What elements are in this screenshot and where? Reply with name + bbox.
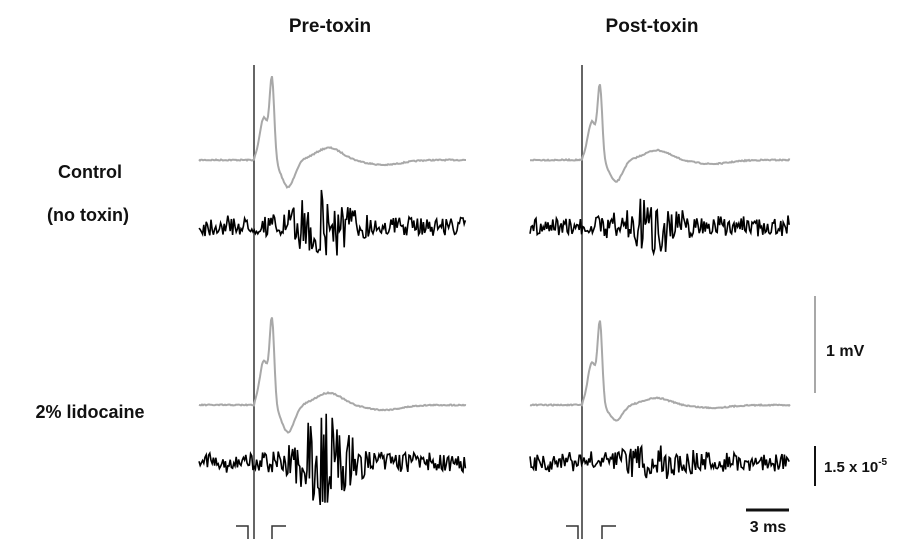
cap-trace-control-pre	[198, 75, 466, 189]
amplitude-scale-label: 1 mV	[826, 343, 865, 360]
cap-trace-control-post	[530, 83, 791, 183]
cap-trace-lidocaine-post	[529, 320, 791, 422]
row-label-control-line2: (no toxin)	[47, 205, 129, 225]
column-header-pre-toxin: Pre-toxin	[289, 16, 371, 37]
noise-trace-lidocaine-pre	[198, 413, 467, 506]
stimulus-pulse-post	[566, 525, 616, 539]
noise-trace-control-post	[529, 198, 790, 257]
row-label-control-line1: Control	[58, 162, 122, 182]
noise-scale-value: 1.5 x 10	[824, 459, 878, 476]
time-scale-label: 3 ms	[750, 519, 787, 536]
noise-scale-exponent: -5	[878, 457, 887, 468]
cap-trace-lidocaine-pre	[198, 317, 467, 434]
noise-trace-lidocaine-post	[529, 444, 790, 479]
noise-trace-control-pre	[198, 189, 467, 256]
stimulus-pulse-pre	[236, 525, 286, 539]
noise-scale-label: 1.5 x 10-5	[824, 457, 888, 476]
row-label-lidocaine: 2% lidocaine	[35, 402, 144, 422]
column-header-post-toxin: Post-toxin	[606, 16, 699, 37]
